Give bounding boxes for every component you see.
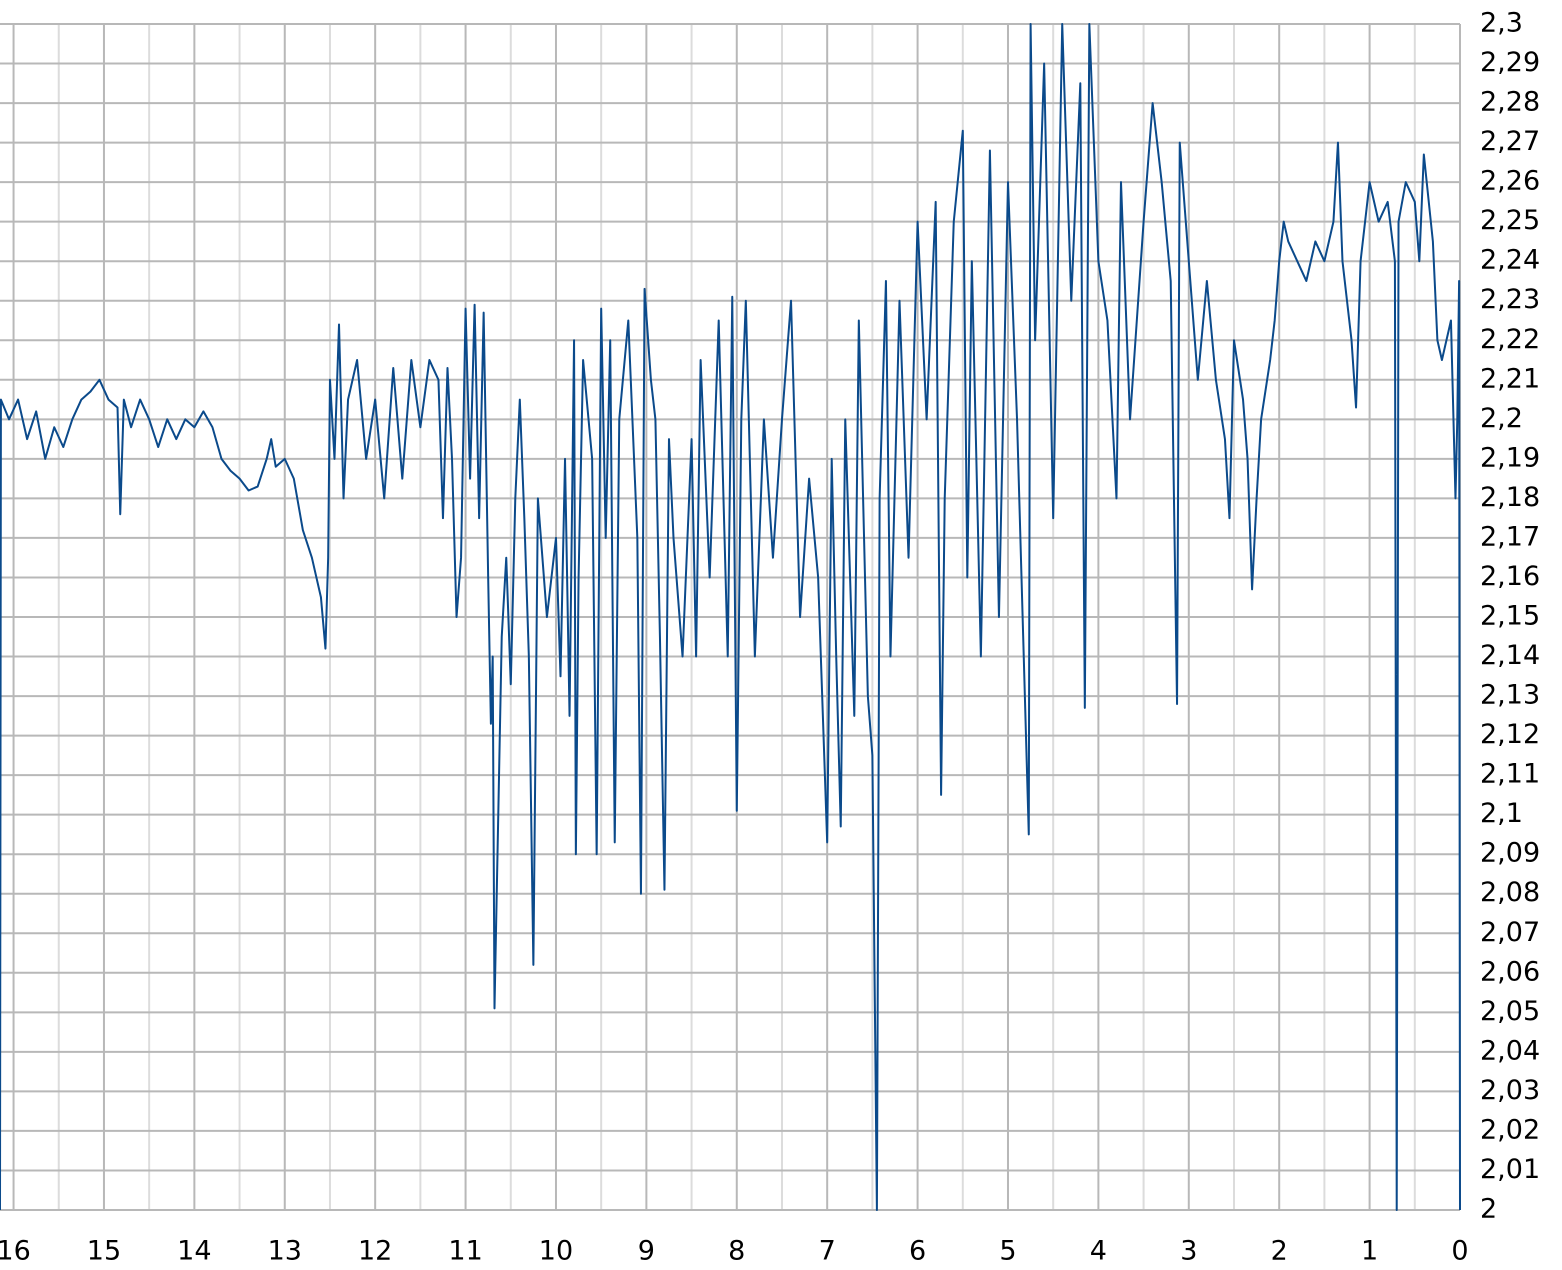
y-tick-label: 2,03 — [1480, 1075, 1540, 1106]
y-tick-label: 2,23 — [1480, 284, 1540, 315]
y-tick-label: 2,28 — [1480, 87, 1540, 118]
y-tick-label: 2,14 — [1480, 640, 1540, 671]
y-tick-label: 2,18 — [1480, 482, 1540, 513]
x-tick-label: 6 — [909, 1236, 926, 1267]
x-tick-label: 15 — [87, 1236, 121, 1267]
x-tick-label: 4 — [1090, 1236, 1107, 1267]
y-tick-label: 2,22 — [1480, 324, 1540, 355]
x-tick-label: 10 — [539, 1236, 573, 1267]
x-tick-label: 11 — [448, 1236, 482, 1267]
x-tick-label: 0 — [1451, 1236, 1468, 1267]
y-tick-label: 2,01 — [1480, 1154, 1540, 1185]
y-tick-label: 2 — [1480, 1194, 1497, 1225]
y-tick-label: 2,21 — [1480, 363, 1540, 394]
y-tick-label: 2,25 — [1480, 205, 1540, 236]
x-tick-label: 3 — [1180, 1236, 1197, 1267]
x-tick-label: 14 — [177, 1236, 211, 1267]
x-tick-label: 5 — [999, 1236, 1016, 1267]
y-tick-label: 2,05 — [1480, 996, 1540, 1027]
y-tick-label: 2,2 — [1480, 403, 1523, 434]
y-tick-label: 2,19 — [1480, 442, 1540, 473]
x-tick-label: 16 — [0, 1236, 31, 1267]
x-tick-label: 7 — [819, 1236, 836, 1267]
y-tick-label: 2,17 — [1480, 521, 1540, 552]
y-tick-label: 2,3 — [1480, 8, 1523, 39]
y-tick-label: 2,16 — [1480, 561, 1540, 592]
x-tick-label: 9 — [638, 1236, 655, 1267]
y-tick-label: 2,02 — [1480, 1114, 1540, 1145]
x-tick-label: 12 — [358, 1236, 392, 1267]
y-tick-label: 2,26 — [1480, 166, 1540, 197]
y-tick-label: 2,08 — [1480, 877, 1540, 908]
x-tick-label: 1 — [1361, 1236, 1378, 1267]
x-tick-label: 8 — [728, 1236, 745, 1267]
y-tick-label: 2,11 — [1480, 759, 1540, 790]
y-tick-label: 2,09 — [1480, 838, 1540, 869]
y-tick-label: 2,29 — [1480, 47, 1540, 78]
y-tick-label: 2,07 — [1480, 917, 1540, 948]
data-line — [0, 23, 1461, 1211]
y-tick-label: 2,15 — [1480, 601, 1540, 632]
y-tick-label: 2,06 — [1480, 956, 1540, 987]
y-tick-label: 2,13 — [1480, 680, 1540, 711]
y-tick-label: 2,1 — [1480, 798, 1523, 829]
y-tick-label: 2,27 — [1480, 126, 1540, 157]
x-tick-label: 13 — [268, 1236, 302, 1267]
y-tick-label: 2,04 — [1480, 1035, 1540, 1066]
x-tick-label: 2 — [1271, 1236, 1288, 1267]
y-tick-label: 2,24 — [1480, 245, 1540, 276]
y-tick-label: 2,12 — [1480, 719, 1540, 750]
